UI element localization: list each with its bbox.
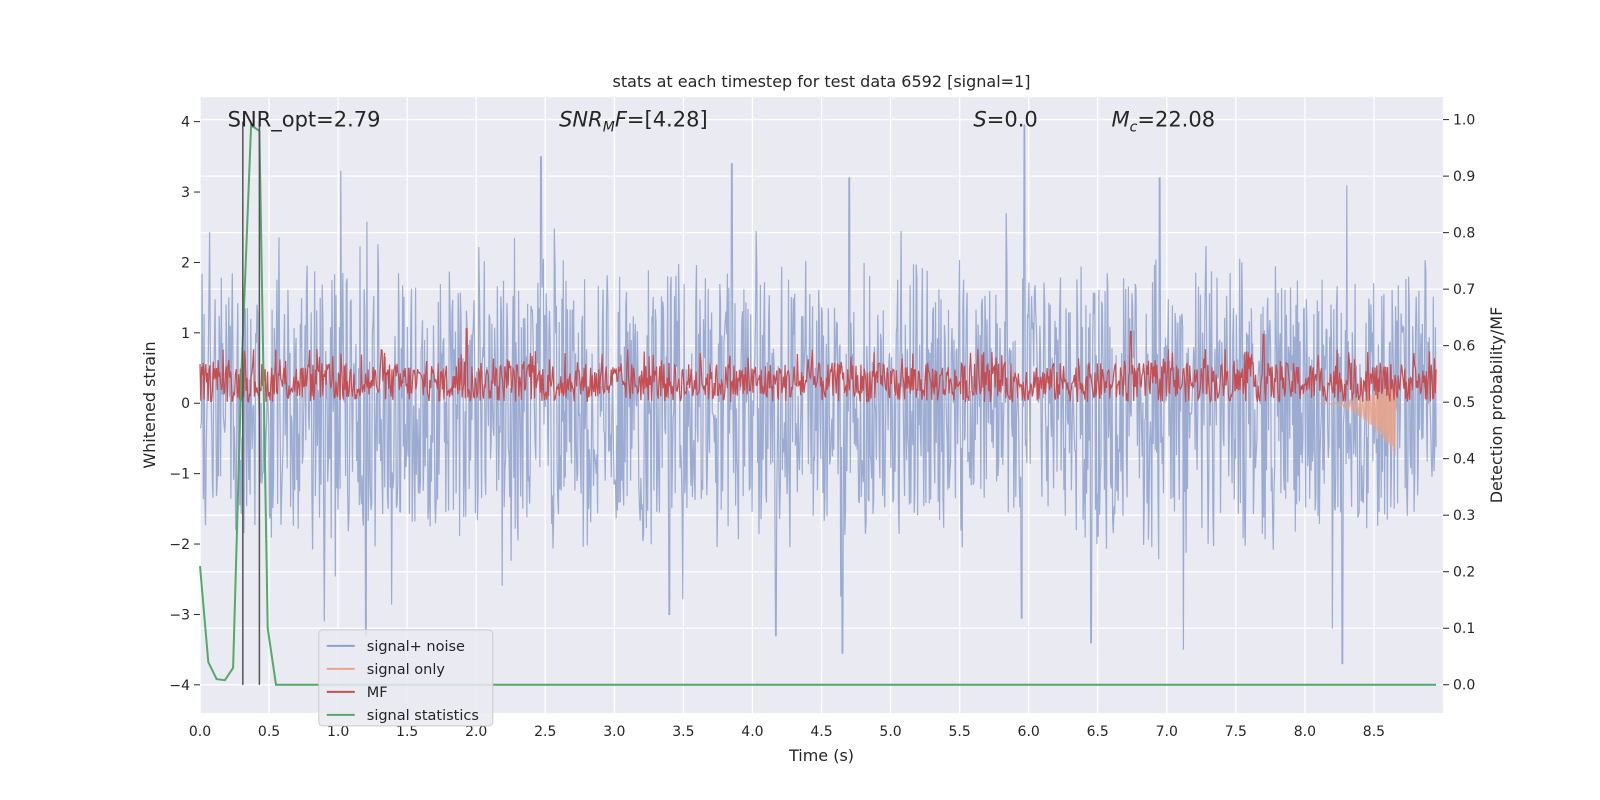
x-tick-label: 4.5: [810, 724, 832, 740]
y-tick-label: −3: [169, 607, 190, 623]
series-signal-noise: [199, 124, 1437, 665]
y-tick-label: 1: [181, 326, 190, 342]
legend-box: [318, 629, 494, 727]
snr-mf-subscript: M: [603, 120, 615, 136]
legend-label-signal-statistics: signal statistics: [367, 708, 479, 724]
snr-mf-var: SNR: [559, 108, 603, 132]
y-axis-right: 1.0 0.9 0.8 0.7 0.6 0.5 0.4 0.3 0.2 0.1 0.0: [1443, 113, 1475, 694]
legend-label-mf: MF: [367, 685, 388, 701]
y2-tick-label: 0.7: [1453, 282, 1475, 298]
y2-tick-label: 0.6: [1453, 339, 1475, 355]
legend-label-signal-noise: signal+ noise: [367, 639, 465, 655]
y2-tick-label: 0.1: [1453, 621, 1475, 637]
mc-subscript: c: [1130, 120, 1138, 136]
series-signal-only: [1318, 380, 1397, 456]
x-tick-label: 7.5: [1225, 724, 1247, 740]
s-var: S: [973, 108, 986, 132]
y-tick-label: 2: [181, 255, 190, 271]
x-tick-label: 3.0: [603, 724, 625, 740]
snr-mf-annotation: SNRMF=[4.28]: [559, 108, 708, 136]
y2-tick-label: 1.0: [1453, 113, 1475, 129]
s-value: =0.0: [987, 108, 1038, 132]
x-tick-label: 4.0: [741, 724, 763, 740]
x-tick-label: 8.5: [1363, 724, 1385, 740]
legend: signal+ noise signal only MF signal stat…: [318, 629, 494, 727]
x-tick-label: 2.5: [534, 724, 556, 740]
s-annotation: S=0.0: [973, 108, 1037, 132]
y2-tick-label: 0.8: [1453, 226, 1475, 242]
legend-label-signal-only: signal only: [367, 662, 446, 678]
x-tick-label: 3.5: [672, 724, 694, 740]
y-tick-label: 0: [181, 396, 190, 412]
chart-title: stats at each timestep for test data 659…: [612, 72, 1030, 91]
mc-var: M: [1112, 108, 1130, 132]
x-tick-label: 5.0: [879, 724, 901, 740]
y2-tick-label: 0.2: [1453, 565, 1475, 581]
snr-mf-var2: F: [615, 108, 628, 132]
mc-annotation: Mc=22.08: [1112, 108, 1216, 136]
y-tick-label: −4: [169, 678, 190, 694]
annotations: SNR_opt=2.79 SNRMF=[4.28] S=0.0 Mc=22.08: [228, 108, 1215, 136]
x-tick-label: 6.5: [1087, 724, 1109, 740]
y2-tick-label: 0.4: [1453, 452, 1475, 468]
x-tick-label: 0.0: [189, 724, 211, 740]
x-axis-label: Time (s): [788, 746, 854, 765]
x-tick-label: 5.5: [948, 724, 970, 740]
snr-mf-value: =[4.28]: [627, 108, 708, 132]
snr-opt-annotation: SNR_opt=2.79: [228, 108, 381, 133]
y2-tick-label: 0.0: [1453, 678, 1475, 694]
plot-content: [199, 121, 1437, 686]
y2-tick-label: 0.3: [1453, 508, 1475, 524]
series-signal-statistics: [199, 123, 1437, 686]
y-tick-label: −2: [169, 537, 190, 553]
x-tick-label: 0.5: [258, 724, 280, 740]
x-tick-label: 1.5: [396, 724, 418, 740]
x-axis: 0.0 0.5 1.0 1.5 2.0 2.5 3.0 3.5 4.0 4.5 5.0 5.5 6.0 6…: [189, 724, 1385, 740]
y-axis-left: 4 3 2 1 0 −1 −2 −3 −4: [169, 115, 200, 694]
series-mf: [199, 328, 1437, 404]
y-tick-label: −1: [169, 467, 190, 483]
mc-value: =22.08: [1137, 108, 1215, 132]
y2-tick-label: 0.9: [1453, 169, 1475, 185]
x-tick-label: 6.0: [1018, 724, 1040, 740]
y2-axis-label: Detection probability/MF: [1487, 307, 1506, 504]
y-tick-label: 4: [181, 115, 190, 131]
x-tick-label: 1.0: [327, 724, 349, 740]
x-tick-label: 7.0: [1156, 724, 1178, 740]
y-axis-label: Whitened strain: [140, 341, 159, 468]
y-tick-label: 3: [181, 185, 190, 201]
x-tick-label: 8.0: [1294, 724, 1316, 740]
x-tick-label: 2.0: [465, 724, 487, 740]
y2-tick-label: 0.5: [1453, 395, 1475, 411]
